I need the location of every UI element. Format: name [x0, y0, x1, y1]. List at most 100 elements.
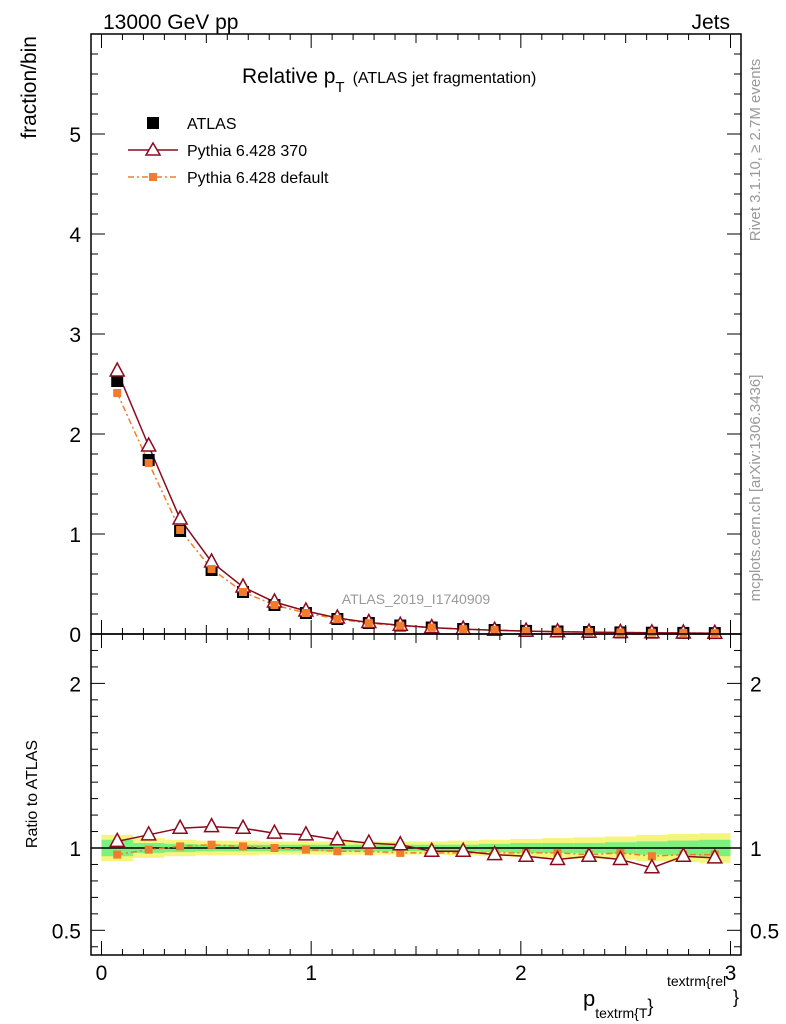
header-left: 13000 GeV pp	[103, 11, 238, 34]
point-pythia-default	[113, 389, 122, 397]
ratio-frame	[90, 633, 742, 956]
ratio-point-pythia370	[234, 818, 252, 834]
x-axis-label-sub: textrm{T	[595, 1005, 648, 1021]
legend-label-pythia370: Pythia 6.428 370	[187, 143, 307, 160]
ratio-y-tick-label: 2	[69, 673, 81, 696]
point-pythia-default	[144, 459, 153, 467]
ratio-point-pythia-default	[396, 848, 405, 857]
point-pythia370	[108, 361, 126, 377]
x-axis-label-brace: }	[647, 996, 653, 1016]
point-pythia-default	[459, 625, 468, 634]
legend-marker-pythia370	[144, 141, 162, 156]
ratio-point-pythia370	[517, 846, 535, 862]
point-pythia-default	[647, 628, 656, 637]
point-pythia-default	[301, 609, 310, 617]
plot-title-extra: (ATLAS jet fragmentation)	[353, 70, 537, 87]
ratio-point-pythia370	[643, 858, 661, 874]
ratio-y-tick-label: 1	[69, 838, 81, 861]
main-y-tick-label: 5	[69, 124, 81, 147]
point-pythia-default	[522, 627, 531, 635]
main-y-tick-label: 1	[69, 524, 81, 547]
ratio-point-pythia-default	[176, 842, 185, 851]
plot-title-main: Relative p	[242, 65, 335, 88]
ratio-point-pythia370	[486, 845, 503, 861]
ratio-y-tick-label-right: 1	[750, 838, 762, 861]
mcplots-label: mcplots.cern.ch [arXiv:1306.3436]	[747, 375, 764, 602]
point-atlas	[111, 375, 124, 387]
ratio-data	[91, 817, 741, 874]
point-pythia-default	[396, 621, 405, 630]
ratio-ylabel: Ratio to ATLAS	[24, 740, 41, 848]
point-pythia-default	[616, 628, 625, 637]
x-axis-label-main: p	[583, 986, 595, 1011]
x-tick-label: 0	[96, 962, 108, 985]
ratio-point-pythia370	[329, 830, 346, 846]
x-tick-label: 1	[305, 962, 317, 985]
legend-marker-atlas	[147, 117, 159, 129]
ratio-point-pythia370	[549, 849, 566, 866]
ratio-point-pythia-default	[333, 847, 342, 856]
point-pythia-default	[333, 615, 342, 623]
main-y-tick-label: 0	[69, 624, 81, 647]
point-pythia-default	[584, 628, 593, 637]
ratio-point-pythia-default	[113, 850, 122, 859]
ratio-axes: 0 1 2 3 0.5 0.5 1 1 2 2	[52, 633, 779, 985]
ratio-point-pythia370	[140, 825, 157, 841]
ratio-y-tick-label-right: 2	[750, 673, 762, 696]
ratio-point-pythia370	[108, 831, 126, 848]
ratio-point-pythia370	[360, 833, 378, 849]
ratio-point-pythia370	[423, 841, 440, 858]
ratio-point-pythia-default	[239, 842, 248, 851]
point-pythia-default	[553, 627, 562, 636]
ratio-point-pythia370	[454, 841, 472, 858]
ratio-y-tick-label-right: 0.5	[750, 920, 779, 943]
ratio-point-pythia-default	[144, 845, 153, 854]
ratio-point-pythia-default	[647, 852, 656, 861]
point-pythia-default	[364, 619, 373, 628]
ratio-point-pythia370	[706, 848, 724, 864]
ratio-point-pythia370	[203, 817, 220, 833]
plot-title-sub: T	[335, 79, 344, 96]
main-data	[108, 361, 724, 640]
main-y-tick-label: 2	[69, 424, 81, 447]
x-tick-label: 2	[515, 962, 527, 985]
point-pythia-default	[239, 588, 248, 596]
ratio-point-pythia-default	[301, 845, 310, 854]
ratio-pythia-default-line	[117, 843, 715, 857]
point-pythia-default	[176, 526, 185, 534]
point-pythia-default	[490, 626, 499, 635]
point-pythia-default	[207, 565, 216, 573]
ratio-point-pythia370	[266, 823, 283, 839]
main-y-tick-label: 4	[69, 224, 81, 247]
main-y-tick-label: 3	[69, 324, 81, 347]
x-axis-label-end: }	[733, 987, 739, 1007]
legend-marker-pythia-default	[149, 173, 157, 181]
ratio-point-pythia370	[297, 825, 315, 841]
ratio-point-pythia-default	[207, 840, 216, 849]
legend-label-atlas: ATLAS	[187, 116, 237, 133]
header-right: Jets	[691, 11, 730, 34]
ratio-point-pythia370	[171, 818, 189, 834]
ratio-point-pythia370	[612, 849, 629, 866]
analysis-watermark: ATLAS_2019_I1740909	[342, 591, 491, 607]
main-axes: 0 1 2 3 4 5	[69, 33, 742, 647]
point-pythia-default	[270, 601, 279, 609]
plot-title: Relative pT (ATLAS jet fragmentation)	[242, 65, 536, 96]
ratio-y-tick-label: 0.5	[52, 920, 81, 943]
point-pythia-default	[710, 629, 719, 638]
ratio-point-pythia370	[392, 835, 409, 851]
point-pythia370	[171, 509, 189, 525]
point-pythia370	[140, 436, 157, 452]
x-axis-label-sup-wrap: textrm{rel	[667, 973, 726, 989]
ratio-point-pythia370	[580, 846, 598, 862]
ratio-point-pythia370	[675, 846, 692, 862]
main-ylabel: fraction/bin	[18, 36, 41, 139]
legend-label-pythia-default: Pythia 6.428 default	[187, 170, 329, 187]
legend: ATLAS Pythia 6.428 370 Pythia 6.428 defa…	[128, 116, 329, 187]
ratio-point-pythia-default	[270, 844, 279, 852]
point-pythia-default	[427, 623, 436, 632]
x-tick-label: 3	[725, 962, 737, 985]
x-axis-label: ptextrm{T}	[583, 986, 653, 1021]
ratio-point-pythia-default	[364, 847, 373, 856]
